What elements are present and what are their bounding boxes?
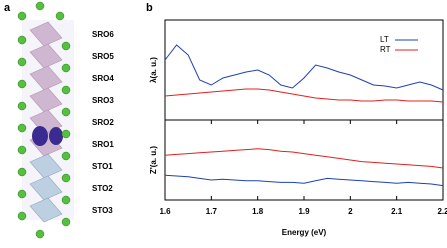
line [164, 44, 444, 91]
x-tick-label: 2.2 [437, 207, 447, 216]
x-tick-label: 1.6 [159, 207, 171, 216]
x-axis-label: Energy (eV) [282, 228, 327, 237]
x-tick-label: 1.8 [252, 207, 264, 216]
layer-label: SRO2 [92, 118, 114, 127]
layer-label: SRO3 [92, 96, 114, 105]
atoms [17, 1, 71, 239]
octahedra-sto [29, 153, 63, 223]
layer-label: SRO1 [92, 140, 114, 149]
panel-label: b [146, 2, 153, 14]
x-tick-label: 1.7 [206, 207, 218, 216]
legend-label: RT [380, 45, 391, 54]
plot-frame [164, 119, 444, 201]
line [164, 148, 444, 169]
orbital [32, 126, 63, 146]
line [164, 88, 444, 103]
x-tick-label: 1.9 [298, 207, 310, 216]
layer-label: STO3 [92, 206, 113, 215]
layer-label: SRO5 [92, 52, 114, 61]
y-axis-label: Z'(a. u.) [149, 146, 158, 174]
layer-label: STO2 [92, 184, 113, 193]
layer-label: STO1 [92, 162, 113, 171]
panel-label: a [4, 2, 11, 14]
layer-label: SRO6 [92, 30, 114, 39]
legend-label: LT [380, 35, 389, 44]
plot-frame [164, 19, 444, 121]
y-axis-label: λ(a. u.) [149, 57, 158, 83]
x-tick-label: 2.1 [391, 207, 403, 216]
figure: a b SRO6 SRO5 SRO4 SRO3 SRO2 SRO1 STO1 STO2 STO3… [4, 1, 447, 239]
x-tick-label: 2 [348, 207, 353, 216]
layer-label: SRO4 [92, 74, 114, 83]
structure [17, 1, 74, 239]
line [164, 174, 444, 187]
